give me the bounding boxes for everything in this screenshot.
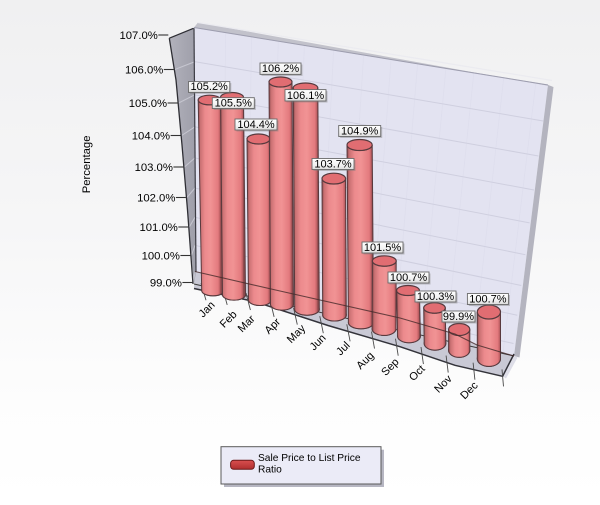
svg-text:106.2%: 106.2% [262,63,300,75]
svg-text:99.9%: 99.9% [443,311,474,323]
svg-text:106.1%: 106.1% [287,90,325,102]
svg-text:103.7%: 103.7% [314,158,352,170]
svg-text:105.5%: 105.5% [215,97,253,109]
svg-text:100.7%: 100.7% [390,272,428,284]
svg-text:102.0%: 102.0% [137,193,175,205]
svg-text:100.0%: 100.0% [142,251,180,263]
svg-text:105.2%: 105.2% [191,81,229,93]
svg-text:104.0%: 104.0% [132,131,170,143]
svg-text:Percentage: Percentage [81,136,93,194]
svg-text:101.5%: 101.5% [364,242,402,254]
svg-text:101.0%: 101.0% [139,222,177,234]
svg-text:Sale Price to List Price: Sale Price to List Price [258,453,361,464]
svg-text:99.0%: 99.0% [150,278,182,290]
svg-text:100.3%: 100.3% [417,291,455,303]
svg-text:105.0%: 105.0% [129,98,167,110]
svg-text:104.4%: 104.4% [237,119,275,131]
svg-text:107.0%: 107.0% [119,30,157,42]
svg-text:100.7%: 100.7% [469,293,507,305]
svg-text:Ratio: Ratio [258,465,282,476]
svg-text:106.0%: 106.0% [125,65,163,77]
svg-text:104.9%: 104.9% [341,125,379,137]
svg-text:103.0%: 103.0% [135,162,173,174]
